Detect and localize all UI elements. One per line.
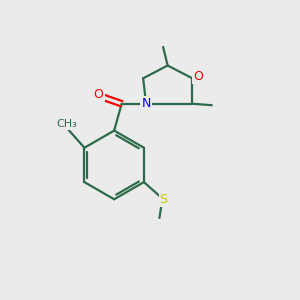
Text: N: N — [141, 97, 151, 110]
Text: S: S — [160, 193, 168, 206]
Text: CH₃: CH₃ — [56, 119, 77, 129]
Text: O: O — [193, 70, 203, 83]
Text: O: O — [94, 88, 103, 101]
